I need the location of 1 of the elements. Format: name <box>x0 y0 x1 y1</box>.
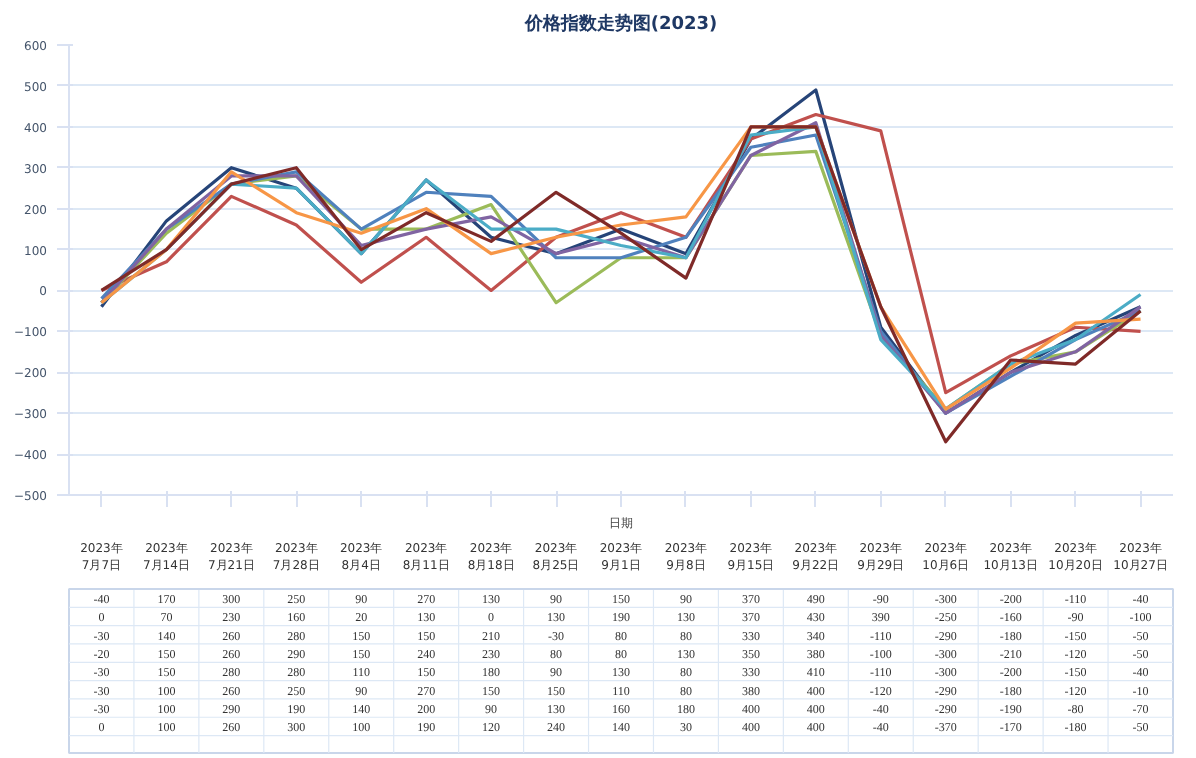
chart-title: 价格指数走势图(2023) <box>522 13 718 35</box>
